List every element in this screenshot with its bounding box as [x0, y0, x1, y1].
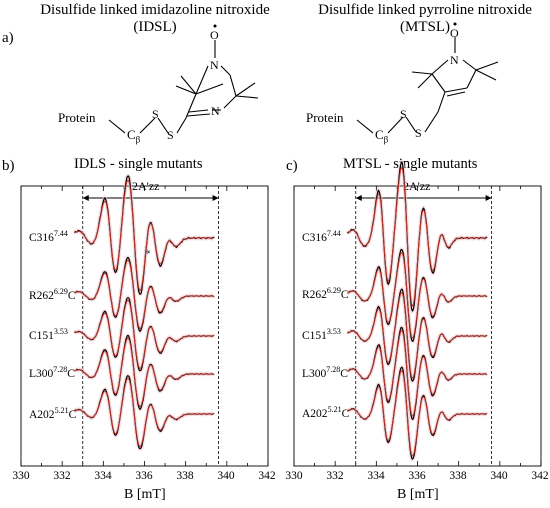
panel-c-x-tick: 338	[449, 470, 467, 482]
idsl-title-line2: (IDSL)	[133, 19, 177, 35]
panel-c-span-arrow-head-left	[355, 195, 362, 201]
mtsl-s1-label: S	[400, 107, 407, 121]
panel-b-span-arrow-head-left	[82, 195, 89, 201]
panel-b-mutant-label: A2025.21C	[29, 406, 77, 421]
panel-b-title: IDLS - single mutants	[74, 156, 203, 172]
panel-c-simulated-spectrum	[347, 330, 488, 417]
idsl-o-label: O	[210, 28, 219, 42]
panel-c-letter: c)	[286, 158, 298, 174]
idsl-n-label: N	[210, 58, 219, 72]
panel-c-x-tick: 334	[367, 470, 385, 482]
panel-c-x-tick: 336	[408, 470, 426, 482]
panel-b-simulated-spectrum	[74, 337, 215, 408]
idsl-ring-n-label: N	[211, 104, 220, 118]
panel-b-x-tick: 342	[258, 470, 276, 482]
panel-c-x-tick: 340	[490, 470, 508, 482]
panel-c-x-tick: 332	[326, 470, 344, 482]
panel-b-mutant-label: L3007.28C	[29, 365, 75, 380]
mtsl-s2-label: S	[415, 126, 422, 140]
panel-b-span-arrow-head-right	[212, 195, 219, 201]
panel-c-mutant-label: L3007.28C	[302, 365, 348, 380]
panel-b-x-tick: 338	[176, 470, 194, 482]
idsl-structure	[108, 40, 259, 134]
idsl-s1-label: S	[152, 107, 159, 121]
panel-b-mutant-label: C3167.44	[29, 229, 68, 244]
idsl-protein-label: Protein	[58, 110, 96, 125]
panel-c-span-arrow-head-right	[485, 195, 492, 201]
panel-b-spectrum-glow	[72, 173, 216, 297]
panel-b-mutant-label: C1513.53	[29, 327, 68, 342]
panel-a-letter: a)	[2, 30, 14, 46]
panel-b-x-tick: 340	[217, 470, 235, 482]
panel-b-simulated-spectrum	[74, 259, 215, 330]
panel-b-simulated-spectrum	[74, 299, 215, 370]
panel-b-simulated-spectrum	[74, 179, 215, 292]
panel-c-x-label: B [mT]	[397, 487, 439, 502]
idsl-title-line1: Disulfide linked imidazoline nitroxide	[40, 2, 270, 18]
mtsl-protein-label: Protein	[306, 110, 344, 125]
mtsl-o-label: O	[450, 26, 459, 40]
mtsl-cbeta-label: Cβ	[375, 127, 389, 145]
idsl-title: Disulfide linked imidazoline nitroxide (…	[40, 2, 270, 36]
mtsl-title-line1: Disulfide linked pyrroline nitroxide	[318, 2, 532, 18]
panel-b-x-tick: 334	[94, 470, 112, 482]
mtsl-structure	[356, 37, 499, 134]
panel-c-simulated-spectrum	[347, 370, 488, 457]
panel-c-simulated-spectrum	[347, 292, 488, 379]
mtsl-n-label: N	[450, 53, 459, 67]
panel-c-mutant-label: R2626.29C	[302, 286, 349, 301]
panel-c-simulated-spectrum	[347, 252, 488, 339]
panel-b-simulated-spectrum	[74, 377, 215, 448]
panel-c-mutant-label: C3167.44	[302, 229, 341, 244]
panel-b-x-tick: 336	[135, 470, 153, 482]
mtsl-title: Disulfide linked pyrroline nitroxide (MT…	[315, 2, 535, 36]
panel-c-x-tick: 330	[285, 470, 303, 482]
panel-b-letter: b)	[2, 158, 15, 174]
panel-c-simulated-spectrum	[347, 167, 488, 307]
idsl-s2-label: S	[167, 128, 174, 142]
panel-c-mutant-label: C1513.53	[302, 327, 341, 342]
idsl-cbeta-label: Cβ	[127, 127, 141, 145]
panel-b-x-tick: 330	[12, 470, 30, 482]
panel-b-x-label: B [mT]	[124, 487, 166, 502]
panel-c-mutant-label: A2025.21C	[302, 405, 350, 420]
panel-c-title: MTSL - single mutants	[343, 156, 478, 172]
panel-c-x-tick: 342	[531, 470, 549, 482]
mtsl-title-line2: (MTSL)	[400, 19, 450, 35]
panel-c-spectrum-glow	[345, 158, 489, 315]
panel-b-x-tick: 332	[53, 470, 71, 482]
panel-b-mutant-label: R2626.29C	[29, 287, 76, 302]
